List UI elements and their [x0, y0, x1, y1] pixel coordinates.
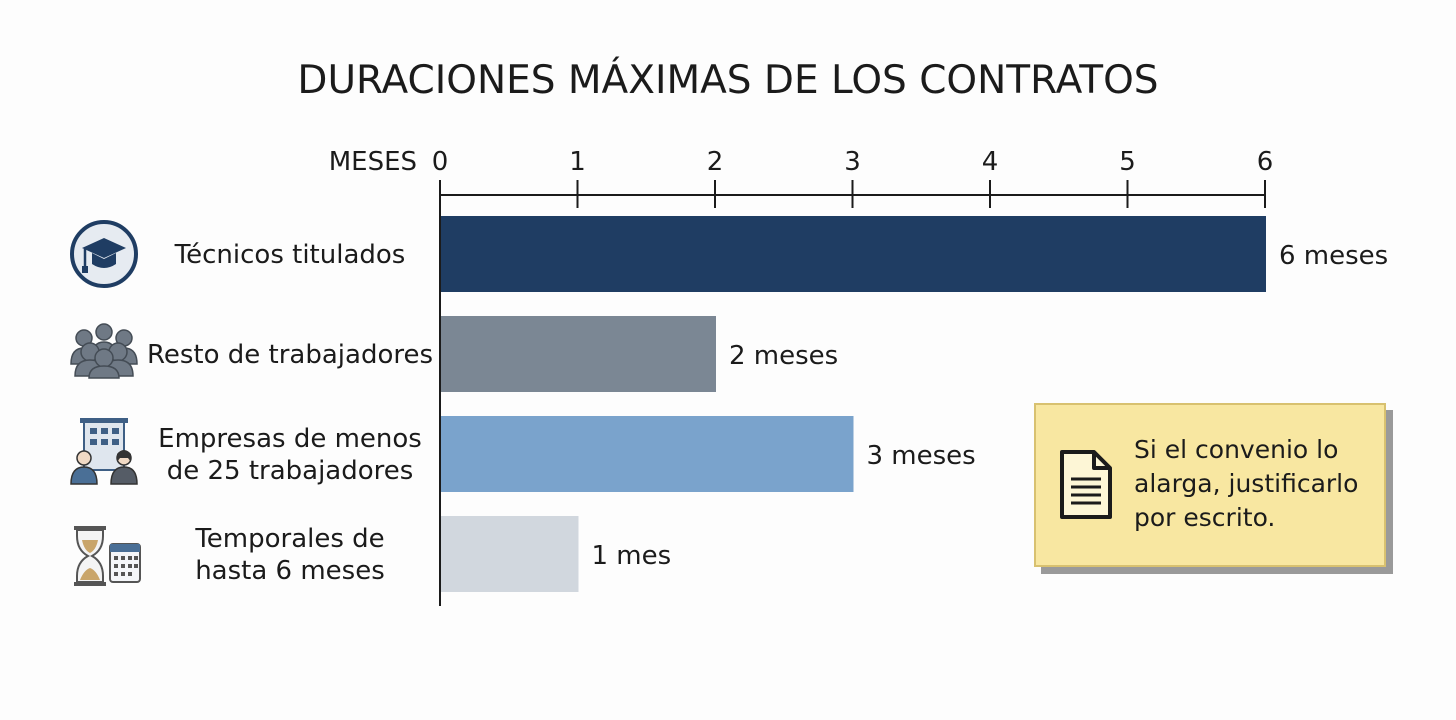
bar — [441, 516, 579, 592]
x-tick-label: 1 — [569, 147, 586, 177]
category-label: hasta 6 meses — [195, 556, 385, 586]
category-label: Empresas de menos — [158, 424, 422, 454]
note-line: alarga, justificarlo — [1134, 469, 1359, 498]
category-label: Técnicos titulados — [174, 240, 406, 270]
bar-value-label: 2 meses — [729, 341, 838, 371]
category-label: Resto de trabajadores — [147, 340, 433, 370]
x-tick-label: 3 — [844, 147, 861, 177]
note-box: Si el convenio lo alarga, justificarlo p… — [1034, 403, 1386, 567]
x-tick-label: 5 — [1119, 147, 1136, 177]
category-label: de 25 trabajadores — [167, 456, 414, 486]
document-icon — [1060, 450, 1112, 519]
hourglass-calendar-icon — [74, 526, 141, 586]
bar — [441, 216, 1266, 292]
note-line: Si el convenio lo — [1134, 435, 1339, 464]
bar — [441, 416, 854, 492]
x-tick-label: 0 — [432, 147, 449, 177]
x-tick-label: 4 — [982, 147, 999, 177]
chart-title: DURACIONES MÁXIMAS DE LOS CONTRATOS — [297, 56, 1158, 103]
bar-value-label: 6 meses — [1279, 241, 1388, 271]
note-text: Si el convenio lo alarga, justificarlo p… — [1134, 433, 1379, 535]
office-building-workers-icon — [70, 418, 138, 485]
note-line: por escrito. — [1134, 503, 1276, 532]
graduation-cap-icon — [70, 220, 138, 288]
bars: 6 meses Técnicos titulados 2 meses Resto de… — [147, 216, 1388, 592]
people-group-icon — [70, 323, 138, 379]
bar-value-label: 1 mes — [592, 541, 672, 571]
x-tick-label: 2 — [707, 147, 724, 177]
bar-value-label: 3 meses — [867, 441, 976, 471]
x-axis: 0 1 2 3 4 5 6 — [432, 147, 1274, 606]
x-axis-label: MESES — [329, 147, 417, 177]
bar — [441, 316, 716, 392]
category-icons — [70, 220, 141, 586]
x-tick-label: 6 — [1257, 147, 1274, 177]
category-label: Temporales de — [194, 524, 384, 554]
